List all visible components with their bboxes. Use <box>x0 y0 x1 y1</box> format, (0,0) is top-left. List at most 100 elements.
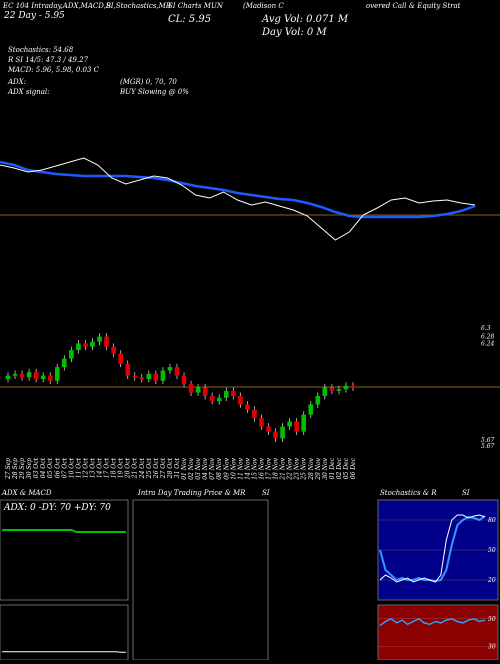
date-label: 30 Sep <box>26 458 33 479</box>
candle-body <box>252 409 257 419</box>
date-label: 27 Sep <box>5 458 12 480</box>
candle-body <box>329 387 335 391</box>
adx-label: ADX: <box>7 78 26 86</box>
candle-body <box>139 377 145 380</box>
panel-title: SI <box>262 489 270 497</box>
candle-body <box>174 367 180 376</box>
panel-title: Intra Day Trading Price & MR <box>137 489 246 497</box>
price-label: 5.67 <box>481 437 495 444</box>
candle-body <box>294 421 299 432</box>
adx-signal: BUY Slowing @ 0% <box>119 88 189 96</box>
candle-body <box>202 387 208 396</box>
rsi-line <box>379 617 486 627</box>
header-text: overed Call & Equity Strat <box>366 2 461 10</box>
header-text: SI Charts MUN <box>168 2 224 10</box>
date-label: 02 Nov <box>188 457 195 479</box>
date-label: 28 Nov <box>308 457 315 480</box>
adx-signal-label: ADX signal: <box>7 88 49 96</box>
average-line <box>0 160 476 219</box>
price-label: 6.3 <box>481 325 491 332</box>
date-label: 10 Oct <box>68 457 75 478</box>
candle-body <box>280 426 285 439</box>
day-vol: Day Vol: 0 M <box>261 27 327 38</box>
candle-body <box>343 385 349 390</box>
date-label: 10 Nov <box>230 457 237 479</box>
date-label: 12 Oct <box>82 457 89 478</box>
date-label: 03 Oct <box>33 457 40 478</box>
adx-box <box>0 499 129 601</box>
date-label: 11 Nov <box>237 457 244 479</box>
candle-body <box>245 404 250 410</box>
avg-vol: Avg Vol: 0.071 M <box>261 14 349 25</box>
candle-body <box>54 367 60 381</box>
candle-body <box>301 414 307 432</box>
date-label: 16 Nov <box>258 457 265 479</box>
candle-body <box>350 385 356 388</box>
y-tick-label: 80 <box>488 517 496 524</box>
date-label: 15 Nov <box>251 457 258 479</box>
candle-body <box>118 353 123 364</box>
price-line <box>0 157 476 241</box>
candle-body <box>160 370 166 381</box>
candle-body <box>287 421 292 427</box>
date-label: 13 Oct <box>89 457 96 478</box>
panel-title: SI <box>462 489 470 497</box>
candle-body <box>273 431 278 439</box>
panel-title: Stochastics & R <box>380 489 437 497</box>
header-text: (Madison C <box>243 2 284 10</box>
date-label: 27 Oct <box>160 457 167 479</box>
date-label: 04 Nov <box>202 457 209 479</box>
date-label: 18 Nov <box>273 457 280 479</box>
candle-body <box>19 373 25 378</box>
header-text: EC 104 Intraday,ADX,MACD,B <box>2 2 111 10</box>
candle-body <box>181 375 187 385</box>
stat: Stochastics: 54.68 <box>8 46 74 54</box>
date-label: 26 Oct <box>153 457 160 479</box>
candle-body <box>188 384 194 393</box>
candle-body <box>336 389 342 391</box>
date-label: 01 Dec <box>329 457 336 479</box>
stat: MACD: 5.96, 5.98, 0.03 C <box>7 66 100 74</box>
stat: R SI 14/5: 47.3 / 49.27 <box>7 56 89 64</box>
candle-body <box>216 397 222 402</box>
price-label: 6.28 <box>481 334 495 341</box>
close-label: CL: 5.95 <box>168 14 211 25</box>
adx-line <box>2 529 126 533</box>
date-label: 07 Oct <box>61 457 68 478</box>
date-label: 30 Nov <box>322 457 329 479</box>
date-label: 17 Oct <box>104 457 111 478</box>
date-label: 09 Nov <box>223 457 230 479</box>
price-label: 5.67 <box>481 443 495 450</box>
candle-body <box>5 375 11 380</box>
date-label: 14 Oct <box>97 457 104 478</box>
candle-body <box>223 390 229 398</box>
candle-body <box>125 363 130 376</box>
candle-body <box>104 336 109 347</box>
date-label: 18 Oct <box>111 457 118 478</box>
candle-body <box>259 418 264 427</box>
header-text: SI,Stochastics,MR <box>106 2 172 10</box>
header-text: 22 Day - 5.95 <box>3 11 65 21</box>
panel-title: ADX & MACD <box>1 489 52 497</box>
candle-body <box>40 375 46 380</box>
candle-body <box>322 387 328 396</box>
date-label: 25 Nov <box>301 457 308 480</box>
price-label: 6.24 <box>481 340 495 347</box>
candle-body <box>238 395 243 405</box>
rsi-box <box>377 604 499 661</box>
date-label: 07 Nov <box>209 457 216 479</box>
date-label: 28 Sep <box>12 458 19 480</box>
date-label: 20 Oct <box>125 457 132 479</box>
date-label: 21 Oct <box>132 457 139 479</box>
date-label: 25 Oct <box>146 457 153 479</box>
candle-body <box>90 341 95 347</box>
stoch-fast <box>379 514 486 583</box>
date-label: 01 Nov <box>181 457 188 479</box>
date-label: 11 Oct <box>75 457 82 478</box>
candle-body <box>69 350 74 359</box>
candle-body <box>26 372 32 378</box>
date-label: 19 Oct <box>118 457 125 478</box>
date-label: 23 Nov <box>294 457 301 480</box>
date-label: 02 Dec <box>336 457 343 479</box>
